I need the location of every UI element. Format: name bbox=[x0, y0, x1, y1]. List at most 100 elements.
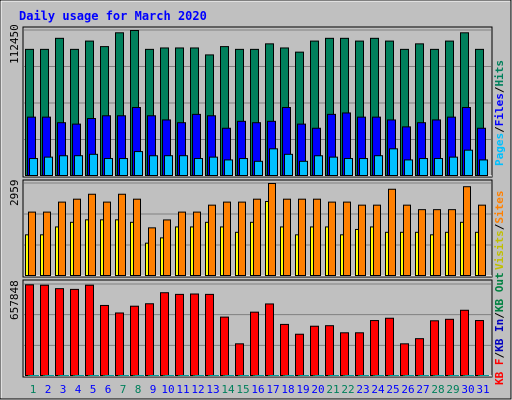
bar-sites-day-28 bbox=[433, 209, 441, 276]
bar-sites-day-22 bbox=[343, 201, 351, 277]
legend-entry-files: Files bbox=[493, 93, 506, 126]
bar-kb-out-day-12 bbox=[195, 375, 204, 376]
x-tick-label-day-27: 27 bbox=[416, 383, 429, 396]
x-tick-label-day-30: 30 bbox=[461, 383, 474, 396]
bar-kb-f-day-26 bbox=[400, 343, 409, 376]
bar-pages-day-19 bbox=[299, 160, 308, 176]
x-tick-label-day-14: 14 bbox=[221, 383, 235, 396]
bar-sites-day-2 bbox=[43, 211, 51, 276]
bar-kb-out-day-17 bbox=[270, 375, 279, 376]
bar-sites-day-20 bbox=[313, 198, 321, 276]
bar-pages-day-22 bbox=[344, 158, 353, 176]
bar-sites-day-31 bbox=[478, 204, 486, 276]
bar-sites-day-29 bbox=[448, 209, 456, 276]
x-tick-label-day-5: 5 bbox=[90, 383, 97, 396]
legend-entry-kb-in: KB In bbox=[493, 319, 506, 352]
bar-kb-out-day-10 bbox=[165, 375, 174, 376]
bar-kb-f-day-20 bbox=[310, 325, 319, 377]
x-tick-label-day-15: 15 bbox=[236, 383, 249, 396]
bar-kb-f-day-10 bbox=[160, 292, 169, 376]
bar-kb-f-day-22 bbox=[340, 332, 349, 377]
panel-frame bbox=[22, 179, 493, 278]
x-tick-label-day-2: 2 bbox=[45, 383, 52, 396]
panel-frame bbox=[22, 279, 493, 378]
x-tick-label-day-9: 9 bbox=[150, 383, 157, 396]
bar-kb-f-day-4 bbox=[70, 288, 79, 377]
bar-sites-day-4 bbox=[73, 198, 81, 276]
x-tick-label-day-4: 4 bbox=[75, 383, 82, 396]
bar-kb-f-day-25 bbox=[385, 317, 394, 376]
panel-visits-sites: 2959 Visits/Sites bbox=[8, 179, 506, 278]
bar-kb-f-day-21 bbox=[325, 325, 334, 376]
bar-kb-out-day-22 bbox=[345, 375, 354, 376]
bar-kb-f-day-29 bbox=[445, 318, 454, 376]
bar-sites-day-15 bbox=[238, 201, 246, 277]
bar-kb-out-day-30 bbox=[465, 375, 474, 376]
bar-kb-out-day-16 bbox=[255, 375, 264, 376]
bar-kb-out-day-14 bbox=[225, 375, 234, 376]
legend-separator: / bbox=[493, 352, 506, 359]
bar-sites-day-14 bbox=[223, 201, 231, 277]
bar-pages-day-25 bbox=[389, 148, 398, 176]
bar-pages-day-14 bbox=[224, 159, 233, 176]
bar-pages-day-16 bbox=[254, 160, 263, 176]
bar-sites-day-1 bbox=[28, 211, 36, 276]
legend-entry-kb-out: KB Out bbox=[493, 272, 506, 312]
x-tick-label-day-25: 25 bbox=[386, 383, 399, 396]
bar-sites-day-24 bbox=[373, 204, 381, 276]
x-tick-label-day-21: 21 bbox=[326, 383, 339, 396]
bar-kb-f-day-7 bbox=[115, 312, 124, 376]
bar-pages-day-30 bbox=[464, 149, 473, 176]
bar-kb-out-day-4 bbox=[75, 375, 84, 376]
bar-kb-out-day-2 bbox=[45, 375, 54, 376]
bar-kb-out-day-20 bbox=[315, 375, 324, 376]
x-tick-label-day-31: 31 bbox=[476, 383, 489, 396]
bar-kb-out-day-15 bbox=[240, 375, 249, 376]
x-tick-label-day-7: 7 bbox=[120, 383, 127, 396]
bar-sites-day-12 bbox=[193, 211, 201, 276]
bar-pages-day-29 bbox=[449, 156, 458, 176]
bar-kb-out-day-18 bbox=[285, 375, 294, 376]
bar-kb-out-day-25 bbox=[390, 375, 399, 376]
legend-separator: / bbox=[493, 223, 506, 230]
bar-kb-out-day-9 bbox=[150, 375, 159, 376]
panel-kbout-kbin-kbf: 657848 KB F/KB In/KB Out bbox=[8, 272, 506, 385]
bar-pages-day-18 bbox=[284, 153, 293, 176]
bar-sites-day-16 bbox=[253, 198, 261, 276]
x-tick-label-day-28: 28 bbox=[431, 383, 444, 396]
bar-pages-day-10 bbox=[164, 155, 173, 176]
bar-sites-day-17 bbox=[268, 183, 276, 276]
x-tick-label-day-24: 24 bbox=[371, 383, 385, 396]
legend-separator: / bbox=[493, 86, 506, 93]
bar-kb-out-day-3 bbox=[60, 375, 69, 376]
bar-kb-f-day-3 bbox=[55, 288, 64, 376]
bar-pages-day-28 bbox=[434, 158, 443, 176]
bar-kb-f-day-17 bbox=[265, 303, 274, 377]
legend-visits-sites: Visits/Sites bbox=[493, 191, 506, 271]
panel-ymax-label: 657848 bbox=[8, 280, 21, 320]
bar-pages-day-24 bbox=[374, 155, 383, 176]
x-tick-label-day-10: 10 bbox=[161, 383, 174, 396]
bar-sites-day-6 bbox=[103, 201, 111, 277]
bar-sites-day-9 bbox=[148, 227, 156, 276]
bar-kb-f-day-6 bbox=[100, 304, 109, 376]
legend-pages-files-hits: Pages/Files/Hits bbox=[493, 60, 506, 166]
bar-kb-f-day-2 bbox=[40, 284, 49, 376]
bar-kb-f-day-9 bbox=[145, 303, 154, 376]
x-tick-label-day-12: 12 bbox=[191, 383, 204, 396]
bar-pages-day-2 bbox=[44, 156, 53, 176]
bar-kb-out-day-5 bbox=[90, 375, 99, 376]
bar-pages-day-4 bbox=[74, 155, 83, 176]
bar-pages-day-5 bbox=[89, 153, 98, 176]
bar-kb-out-day-31 bbox=[480, 375, 489, 376]
bar-kb-f-day-8 bbox=[130, 305, 139, 377]
bar-kb-out-day-29 bbox=[450, 375, 459, 376]
bar-sites-day-13 bbox=[208, 204, 216, 276]
legend-separator: / bbox=[493, 126, 506, 133]
x-tick-label-day-3: 3 bbox=[60, 383, 67, 396]
bar-sites-day-7 bbox=[118, 193, 126, 276]
bar-kb-out-day-26 bbox=[405, 375, 414, 376]
bar-kb-f-day-11 bbox=[175, 293, 184, 376]
bar-kb-f-day-16 bbox=[250, 311, 259, 377]
bar-kb-f-day-19 bbox=[295, 333, 304, 376]
